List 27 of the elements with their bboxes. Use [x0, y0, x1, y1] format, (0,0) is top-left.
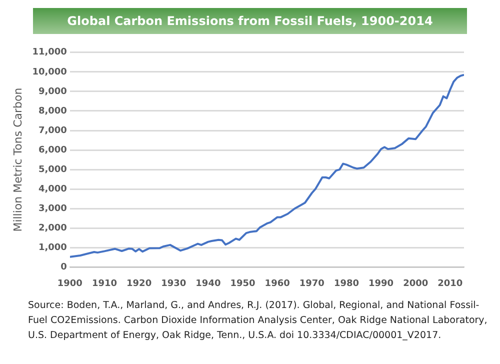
chart-title: Global Carbon Emissions from Fossil Fuels, 1900-2014	[33, 8, 467, 34]
y-tick-label: 7,000	[38, 126, 67, 136]
y-tick-label: 0	[60, 262, 67, 273]
y-tick-label: 8,000	[38, 106, 67, 116]
y-tick-label: 5,000	[38, 164, 67, 175]
y-tick-label: 1,000	[38, 243, 67, 254]
x-tick-label: 1900	[57, 278, 82, 289]
x-tick-label: 1960	[264, 278, 290, 289]
x-tick-label: 2000	[403, 278, 428, 289]
source-note: Source: Boden, T.A., Marland, G., and Andres, R.J. (2017). Global, Regional, and National Fossil-Fuel CO2Emissions. Carbon Dioxide Information Analysis Center, Oak Ridge National Laboratory, U.S. Department of Energy, Oak Ridge, Tenn., U.S.A. doi 10.3334/CDIAC/00001_V2017.	[28, 299, 488, 343]
y-tick-label: 2,000	[38, 223, 67, 234]
x-tick-label: 1940	[196, 278, 221, 289]
y-tick-label: 3,000	[38, 204, 67, 214]
y-tick-label: 10,000	[32, 67, 67, 78]
x-tick-label: 1930	[161, 278, 186, 289]
y-tick-label: 11,000	[32, 48, 67, 58]
x-tick-label: 2010	[438, 278, 463, 289]
x-tick-label: 1970	[299, 278, 324, 289]
x-tick-label: 1990	[368, 278, 394, 289]
x-tick-label: 1920	[126, 278, 152, 289]
y-tick-label: 6,000	[38, 145, 67, 156]
x-tick-label: 1980	[334, 278, 359, 289]
x-tick-label: 1950	[230, 278, 256, 289]
y-tick-label: 4,000	[38, 184, 67, 194]
y-tick-label: 9,000	[38, 86, 67, 97]
x-tick-label: 1910	[92, 278, 118, 289]
y-axis-title: Million Metric Tons Carbon	[11, 88, 24, 232]
